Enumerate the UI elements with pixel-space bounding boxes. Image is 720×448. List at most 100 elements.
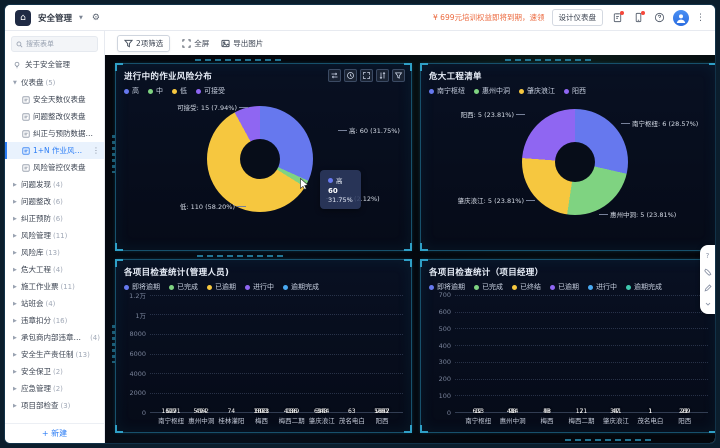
sidebar-group[interactable]: ▶ 安全生产责任制 (13) [13,350,90,359]
promo-banner[interactable]: ¥ 699元培训权益即将到期，速领 [433,13,545,22]
gear-icon[interactable]: ⚙ [91,12,100,23]
expand-button[interactable] [360,69,373,82]
phone-icon[interactable] [703,267,712,276]
y-tick-label: 2000 [129,389,146,398]
dashboard-icon [22,163,30,172]
legend-item[interactable]: 逾期完成 [283,282,319,292]
export-label: 导出图片 [233,38,264,48]
legend-item[interactable]: 即将逾期 [124,282,160,292]
export-image-button[interactable]: 导出图片 [221,38,263,49]
search-input[interactable] [26,40,93,48]
legend-item[interactable]: 中 [148,86,163,96]
chevron-down-icon: ▼ [13,79,17,86]
sidebar-item-about[interactable]: 关于安全管理 [5,55,104,74]
sort-button[interactable] [376,69,389,82]
pie-chart[interactable]: 高: 60 (31.75%)中: 4 (2.12%)低: 110 (58.20%… [124,96,403,242]
chevron-down-icon[interactable]: ▼ [79,14,83,21]
new-form-button[interactable]: + 新建 [5,423,104,443]
more-icon[interactable]: ⋮ [696,12,705,23]
sidebar-group[interactable]: ▶ 施工作业票 (11) [13,282,75,291]
chevron-right-icon: ▶ [13,300,17,307]
bar-value-label: 6 [545,408,549,415]
pie-chart[interactable]: 南宁枢纽: 6 (28.57%) 惠州中洞: 5 (23.81%) 肇庆浪江: 5 … [429,96,708,242]
y-tick-label: 4000 [129,369,146,378]
fullscreen-button[interactable]: 全屏 [182,38,209,49]
sidebar-item[interactable]: 安全天数仪表盘 [5,91,104,108]
sidebar-group[interactable]: ▶ 风险库 (13) [13,248,60,257]
sidebar-group[interactable]: ▶ 纠正预防 (6) [13,214,63,223]
legend-dot [474,284,479,290]
sidebar-group[interactable]: ▶ 项目部检查 (3) [13,401,71,410]
bar-value-label: 6344 [314,408,330,415]
sidebar-item[interactable]: 风险管控仪表盘 [5,159,104,176]
more-icon[interactable]: ⋮ [92,146,100,155]
legend-item[interactable]: 南宁枢纽 [429,86,465,96]
y-tick-label: 8000 [129,330,146,339]
legend-dot [519,88,524,94]
avatar[interactable] [673,9,689,26]
tasks-button[interactable] [610,10,624,25]
sidebar-group[interactable]: ▶ 问题整改 (6) [13,197,63,206]
sidebar-group[interactable]: ▶ 应急管理 (2) [13,384,63,393]
gridline [455,311,708,313]
bar-chart[interactable]: 1.2万 1万 8000 6000 4000 2000 0 20 11091 627 9 5062 49… [124,292,403,425]
help-button[interactable] [652,11,666,25]
x-tick-label: 惠州中洞 [188,417,215,425]
legend-item[interactable]: 进行中 [245,282,274,292]
legend-dot [124,284,129,290]
legend-item[interactable]: 高 [124,86,139,96]
x-tick-label: 桂林灌阳 [218,417,245,425]
bar-chart[interactable]: 700 600 500 400 300 200 100 0 3 613 12 3 414 98 1 58 6 48… [429,291,708,425]
legend-item[interactable]: 已完成 [474,282,503,292]
filter-chip[interactable]: 2项筛选 [117,34,171,52]
legend-item[interactable]: 低 [172,86,187,96]
sidebar-group[interactable]: ▶ 问题发现 (4) [13,180,63,189]
funnel-icon [124,39,133,47]
main-area: 2项筛选 全屏 导出图片 [105,31,715,443]
legend-item[interactable]: 阳西 [564,86,586,96]
tooltip-name: 高 [336,177,343,185]
sidebar-search[interactable] [11,36,98,52]
help-icon[interactable]: ? [705,251,710,260]
panel-tools [328,69,405,82]
dashboard-icon [22,95,30,104]
legend-item[interactable]: 已逾期 [550,282,579,292]
sidebar-group[interactable]: ▶ 承包商内部违章扣分 (4) [13,333,100,342]
chevron-right-icon: ▶ [13,249,17,256]
chevron-down-icon[interactable] [703,299,712,308]
legend-item[interactable]: 可接受 [196,86,225,96]
sidebar-group[interactable]: ▶ 违章扣分 (16) [13,316,68,325]
donut-chart[interactable] [522,109,628,215]
sidebar-item[interactable]: 1+N 作业风险看板 ⋮ [5,142,104,159]
mobile-button[interactable] [631,10,645,25]
legend-item[interactable]: 已逾期 [207,282,236,292]
legend-item[interactable]: 逾期完成 [626,282,662,292]
switch-chart-button[interactable] [328,69,341,82]
legend-item[interactable]: 已完成 [169,282,198,292]
edit-icon[interactable] [703,283,712,292]
legend-dot [429,284,434,290]
legend-dot [512,284,517,290]
legend-item[interactable]: 即将逾期 [429,282,465,292]
legend-item[interactable]: 已终结 [512,282,541,292]
sidebar-group[interactable]: ▶ 站班会 (4) [13,299,56,308]
sidebar-group[interactable]: ▶ 安全保卫 (2) [13,367,63,376]
filter-button[interactable] [392,69,405,82]
question-icon [654,12,664,23]
y-tick-label: 400 [438,341,451,350]
home-button[interactable]: ⌂ [15,9,31,26]
design-dashboard-button[interactable]: 设计仪表盘 [551,9,603,26]
donut-chart[interactable] [207,106,313,212]
refresh-button[interactable] [344,69,357,82]
legend-item[interactable]: 肇庆浪江 [519,86,555,96]
sidebar-group[interactable]: ▶ 危大工程 (4) [13,265,63,274]
sidebar-item[interactable]: 纠正与预防数据看板 [5,125,104,142]
filter-label: 2项筛选 [136,38,164,48]
legend-item[interactable]: 进行中 [588,282,617,292]
legend-item[interactable]: 惠州中洞 [474,86,510,96]
frame-decoration [112,134,115,173]
sidebar-group[interactable]: ▶ 风险管理 (11) [13,231,68,240]
bar-value-label: 760 [376,408,388,415]
sidebar-group[interactable]: ▼ 仪表盘 (5) [13,78,56,87]
sidebar-item[interactable]: 问题整改仪表盘 [5,108,104,125]
